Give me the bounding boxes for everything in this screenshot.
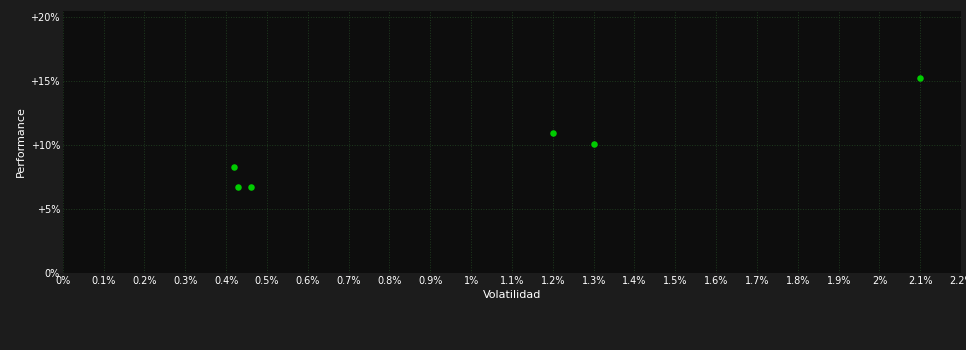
Point — [242, 184, 258, 190]
Point — [231, 184, 246, 190]
Point — [913, 76, 928, 81]
Y-axis label: Performance: Performance — [16, 106, 26, 177]
Point — [227, 164, 242, 169]
Point — [586, 141, 602, 146]
X-axis label: Volatilidad: Volatilidad — [483, 290, 541, 300]
Point — [545, 131, 560, 136]
